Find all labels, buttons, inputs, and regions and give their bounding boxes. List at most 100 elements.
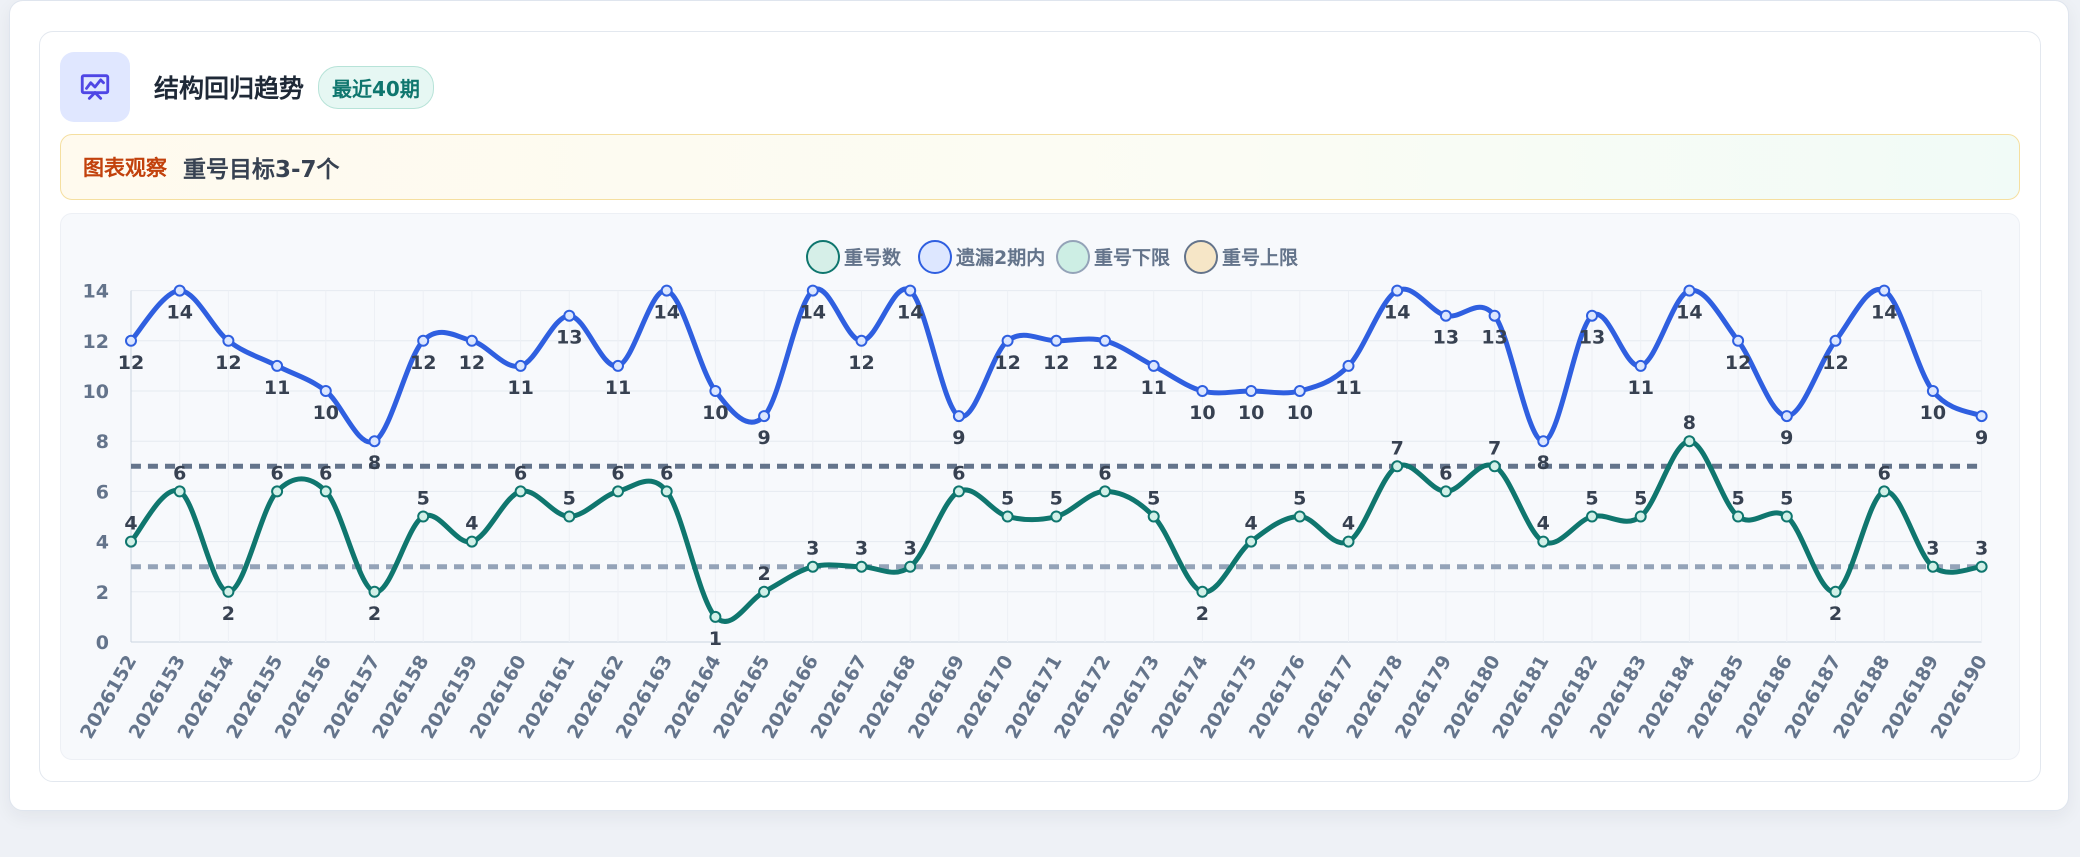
missing-series-point — [368, 435, 381, 448]
repeat-series-point — [563, 510, 576, 523]
repeat-series-point — [1147, 510, 1160, 523]
repeat-series-data-label: 6 — [319, 462, 332, 484]
presentation-chart-icon — [60, 52, 130, 122]
missing-series-point — [563, 309, 576, 322]
repeat-series-data-label: 6 — [660, 462, 673, 484]
legend-label: 重号数 — [844, 246, 902, 269]
missing-series-data-label: 11 — [1335, 377, 1361, 399]
missing-series-data-label: 10 — [1189, 402, 1215, 424]
missing-series-data-label: 10 — [1238, 402, 1264, 424]
missing-series-data-label: 14 — [897, 302, 923, 324]
repeat-series-data-label: 3 — [1975, 538, 1988, 560]
missing-series-data-label: 10 — [1920, 402, 1946, 424]
missing-series-point — [1975, 410, 1988, 423]
repeat-series-point — [319, 485, 332, 498]
repeat-series-point — [952, 485, 965, 498]
missing-series-point — [1926, 385, 1939, 397]
missing-series-point — [1050, 334, 1063, 347]
repeat-series-data-label: 6 — [611, 462, 624, 484]
card-title: 结构回归趋势 — [154, 74, 305, 103]
missing-series-point — [1586, 309, 1598, 322]
repeat-series-data-label: 4 — [1342, 513, 1355, 535]
repeat-series-point — [1293, 510, 1306, 523]
missing-series-data-label: 12 — [994, 352, 1020, 374]
repeat-series-point — [1829, 585, 1842, 598]
missing-series-point — [1099, 334, 1111, 347]
repeat-series-data-label: 5 — [1634, 488, 1647, 510]
legend-swatch — [806, 240, 840, 274]
missing-series-point — [125, 334, 137, 347]
missing-series-data-label: 14 — [800, 302, 826, 324]
repeat-series-point — [806, 560, 819, 573]
y-tick-label: 0 — [96, 632, 109, 654]
repeat-series-point — [368, 585, 381, 598]
missing-series-point — [417, 334, 430, 347]
missing-series-point — [1537, 435, 1550, 448]
missing-series-data-label: 12 — [848, 352, 874, 374]
repeat-series-point — [1878, 485, 1891, 498]
observation-tag: 图表观察 — [83, 156, 167, 180]
repeat-series-data-label: 5 — [1780, 488, 1793, 510]
repeat-series-data-label: 2 — [757, 563, 770, 585]
repeat-series-data-label: 7 — [1488, 437, 1501, 459]
legend-swatch — [1184, 240, 1218, 274]
missing-series-point — [1732, 334, 1745, 347]
repeat-series-data-label: 5 — [1147, 488, 1160, 510]
repeat-series-data-label: 5 — [417, 488, 430, 510]
missing-series-data-label: 12 — [215, 352, 241, 374]
legend-label: 遗漏2期内 — [955, 246, 1045, 269]
repeat-series-point — [1099, 485, 1111, 498]
repeat-series-data-label: 2 — [1196, 603, 1209, 625]
repeat-series-data-label: 3 — [806, 538, 819, 560]
repeat-series-data-label: 5 — [1585, 488, 1598, 510]
missing-series-data-label: 12 — [410, 352, 436, 374]
missing-series-point — [1829, 334, 1842, 347]
missing-series-point — [855, 334, 868, 347]
repeat-series-point — [1342, 535, 1355, 548]
missing-series-point — [1147, 359, 1160, 372]
missing-series-data-label: 13 — [1481, 327, 1507, 349]
y-tick-label: 14 — [83, 281, 109, 303]
y-tick-label: 8 — [96, 431, 109, 453]
repeat-series-data-label: 6 — [1878, 462, 1891, 484]
missing-series-point — [271, 359, 284, 372]
missing-series-point — [952, 410, 965, 423]
missing-series-data-label: 12 — [1092, 352, 1118, 374]
repeat-series-data-label: 3 — [855, 538, 868, 560]
repeat-series-data-label: 2 — [222, 603, 235, 625]
repeat-series-data-label: 4 — [124, 513, 137, 535]
repeat-series-point — [758, 585, 771, 598]
missing-series-point — [709, 385, 722, 397]
repeat-series-point — [904, 560, 917, 573]
missing-series-line — [129, 286, 1983, 445]
repeat-series-point — [1926, 560, 1939, 573]
missing-series-point — [1196, 385, 1209, 397]
repeat-series-point — [1488, 460, 1501, 473]
y-tick-label: 10 — [83, 381, 109, 403]
repeat-series-point — [222, 585, 235, 598]
missing-series-point — [173, 284, 186, 297]
missing-series-point — [904, 284, 917, 297]
missing-series-data-label: 10 — [702, 402, 728, 424]
repeat-series-point — [465, 535, 478, 548]
y-tick-label: 12 — [83, 331, 109, 353]
repeat-series-data-label: 4 — [1537, 513, 1550, 535]
repeat-series-data-label: 6 — [1439, 462, 1452, 484]
repeat-series-point — [855, 560, 868, 573]
y-tick-label: 6 — [96, 481, 109, 503]
repeat-series-data-label: 5 — [1731, 488, 1744, 510]
repeat-series-point — [1439, 485, 1452, 498]
legend-label: 重号上限 — [1222, 247, 1298, 269]
missing-series-data-label: 14 — [1871, 302, 1897, 324]
missing-series-data-label: 14 — [166, 302, 192, 324]
repeat-series-point — [1586, 510, 1598, 523]
missing-series-data-label: 8 — [368, 452, 381, 474]
trend-line-chart: 0246810121420261522026153202615420261552… — [76, 240, 1992, 743]
missing-series-data-label: 12 — [459, 352, 485, 374]
repeat-series-data-label: 6 — [514, 462, 527, 484]
missing-series-point — [1780, 410, 1793, 423]
missing-series-data-label: 13 — [1433, 327, 1459, 349]
repeat-series-point — [1780, 510, 1793, 523]
missing-series-data-label: 14 — [1384, 302, 1410, 324]
missing-series-data-label: 12 — [1043, 352, 1069, 374]
